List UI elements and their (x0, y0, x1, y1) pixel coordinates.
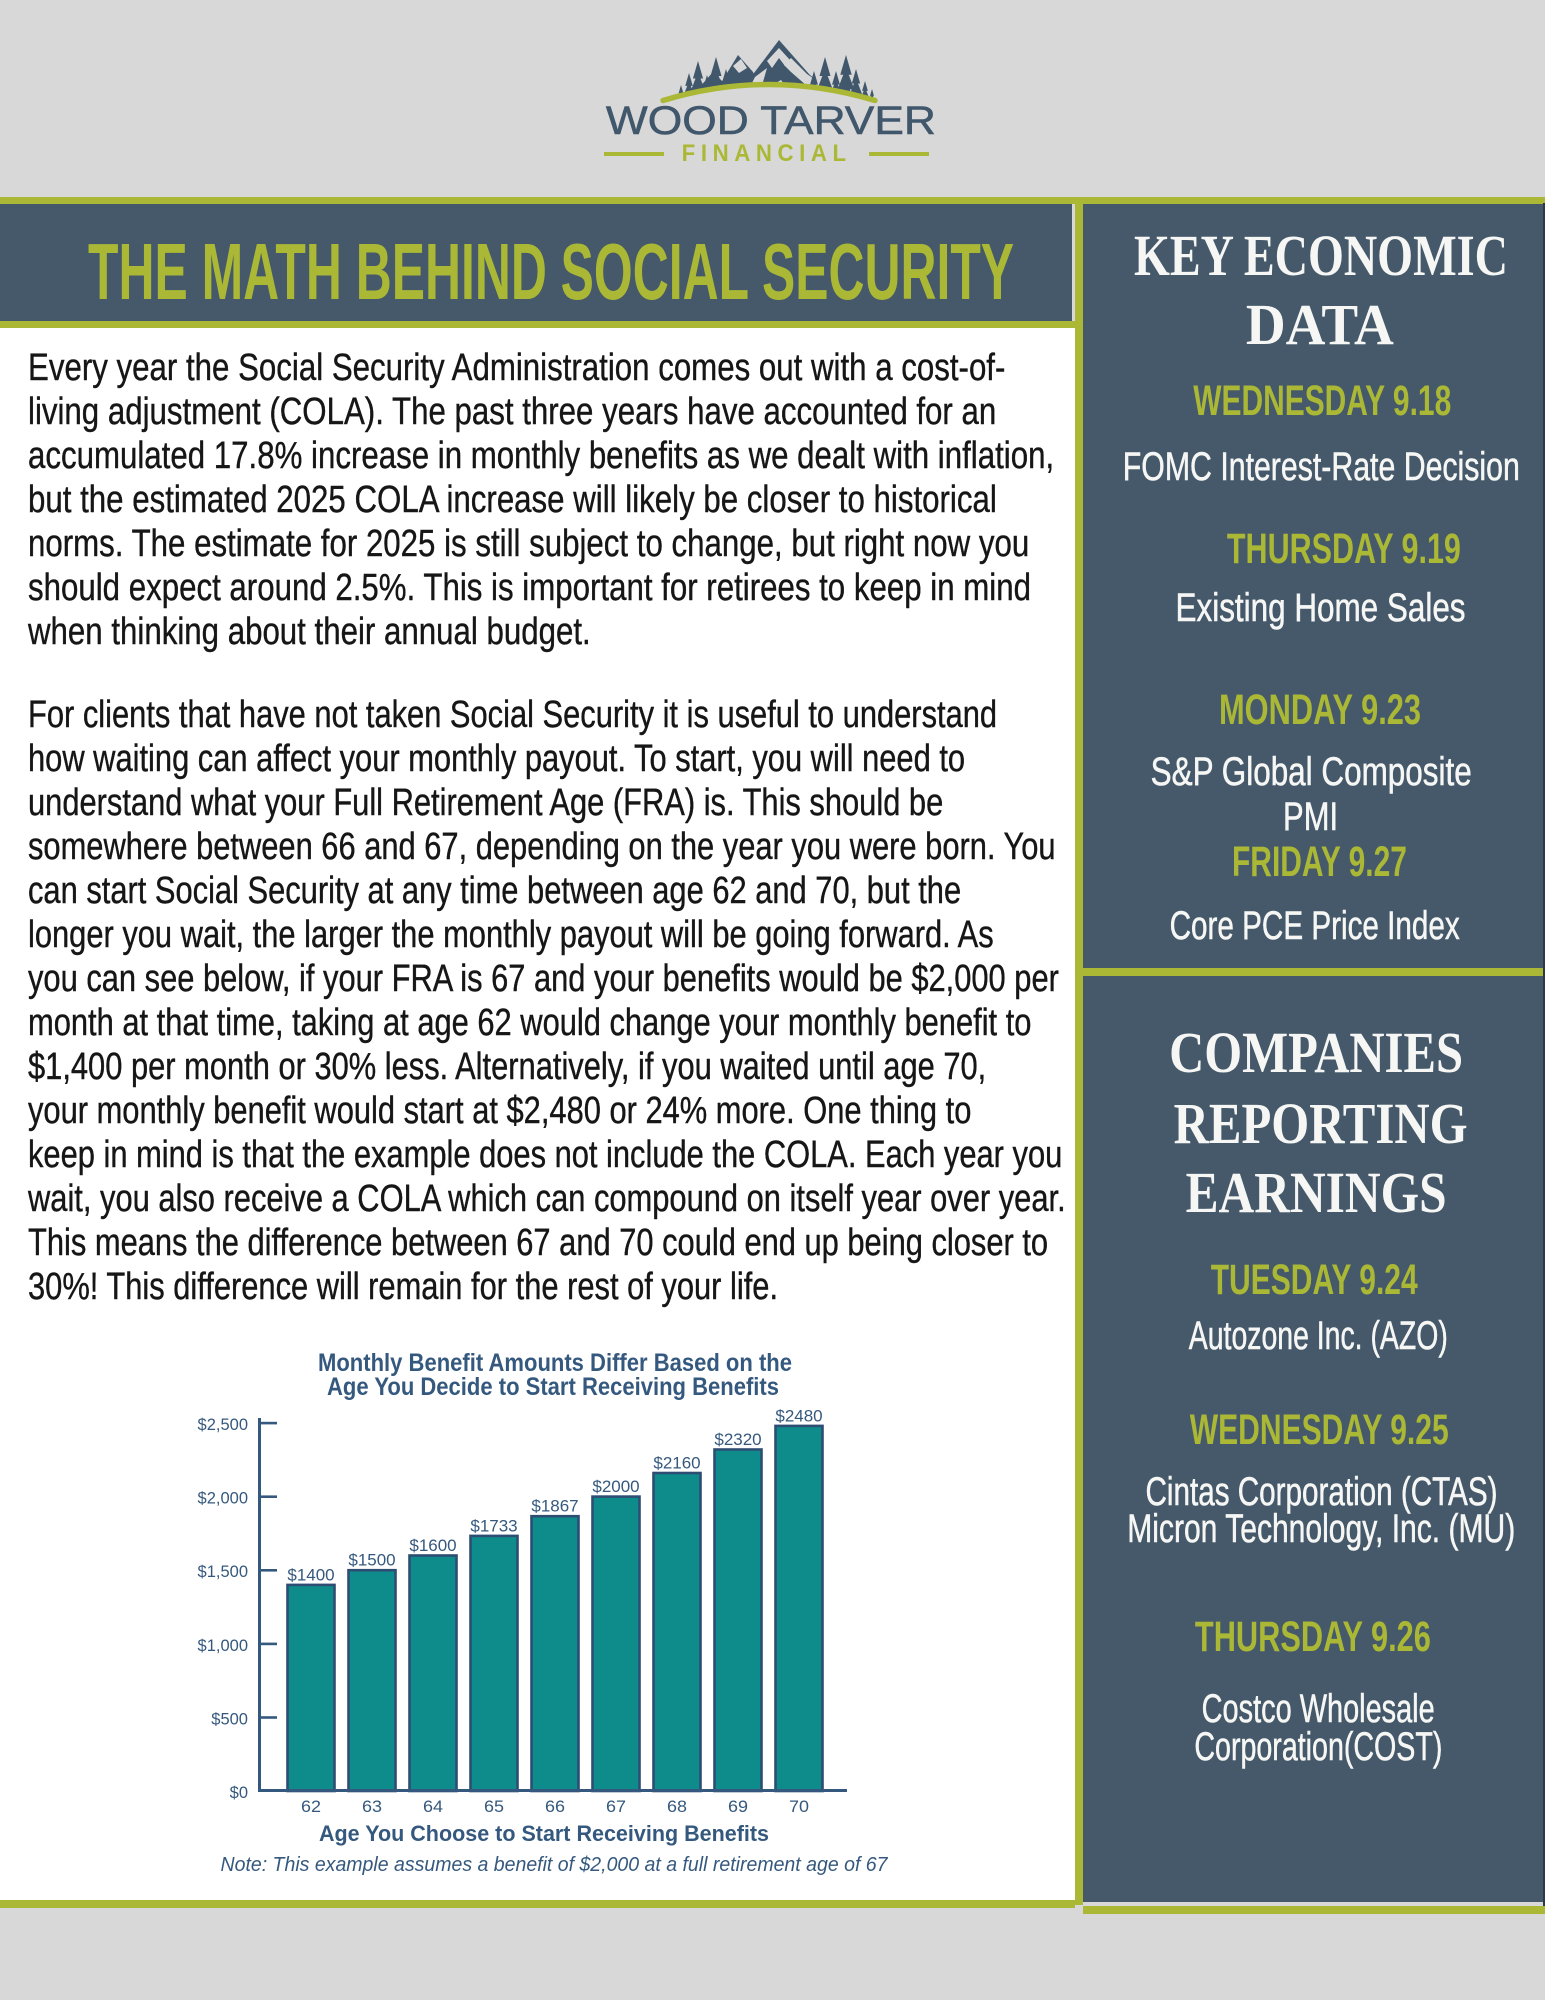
svg-text:$1733: $1733 (470, 1516, 517, 1535)
svg-text:$0: $0 (230, 1784, 248, 1802)
svg-text:$1,500: $1,500 (198, 1563, 248, 1581)
svg-text:69: 69 (728, 1797, 748, 1816)
svg-text:$2160: $2160 (653, 1454, 700, 1473)
svg-text:$500: $500 (211, 1710, 248, 1728)
svg-text:Note: This example assumes a b: Note: This example assumes a benefit of … (221, 1854, 889, 1876)
svg-text:$2,000: $2,000 (198, 1490, 248, 1508)
svg-text:64: 64 (423, 1797, 443, 1816)
svg-text:63: 63 (362, 1797, 382, 1816)
svg-text:67: 67 (606, 1797, 626, 1816)
svg-text:$1600: $1600 (409, 1536, 456, 1555)
svg-text:$1867: $1867 (531, 1497, 578, 1516)
svg-text:65: 65 (484, 1797, 504, 1816)
svg-text:66: 66 (545, 1797, 565, 1816)
svg-text:$2320: $2320 (714, 1430, 761, 1449)
svg-text:$2480: $2480 (775, 1406, 822, 1425)
svg-text:Age You Decide to Start Receiv: Age You Decide to Start Receiving Benefi… (327, 1373, 779, 1401)
svg-text:$1400: $1400 (287, 1565, 334, 1584)
svg-text:62: 62 (301, 1797, 321, 1816)
svg-text:70: 70 (789, 1797, 809, 1816)
svg-text:$2,500: $2,500 (198, 1416, 248, 1434)
svg-text:$1500: $1500 (348, 1551, 395, 1570)
svg-text:Age You Choose to Start Receiv: Age You Choose to Start Receiving Benefi… (319, 1821, 769, 1846)
svg-text:$1,000: $1,000 (198, 1637, 248, 1655)
svg-text:$2000: $2000 (592, 1477, 639, 1496)
svg-text:Monthly Benefit Amounts Differ: Monthly Benefit Amounts Differ Based on … (318, 1349, 792, 1377)
svg-text:68: 68 (667, 1797, 687, 1816)
